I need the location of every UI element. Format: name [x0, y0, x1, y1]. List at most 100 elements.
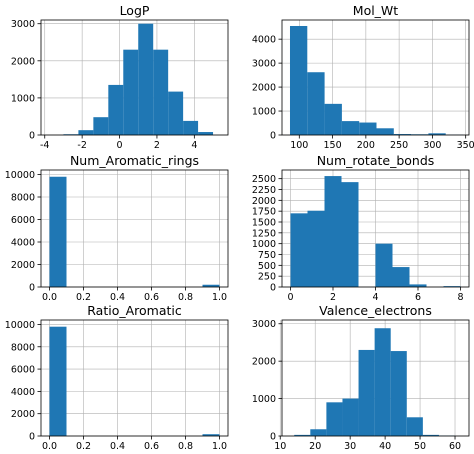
histogram-bar	[202, 284, 220, 287]
panel-title: Ratio_Aromatic	[87, 303, 182, 318]
y-tick-label: 6000	[11, 365, 35, 376]
plot-frame	[281, 19, 470, 136]
y-tick-label: 3000	[11, 19, 35, 30]
y-tick-label: 2250	[252, 185, 276, 196]
histogram-bar	[168, 91, 184, 135]
y-tick-label: 2000	[252, 196, 276, 207]
histogram-bar	[289, 25, 308, 135]
y-tick-label: 0	[29, 131, 35, 142]
histogram-bar	[392, 267, 410, 287]
histogram-bar	[326, 402, 343, 436]
plot-frame	[40, 319, 229, 437]
y-tick-label: 1750	[252, 207, 276, 218]
y-tick-label: 2000	[252, 357, 276, 368]
y-tick-label: 4000	[252, 35, 276, 46]
histogram-bar	[359, 122, 377, 135]
x-tick-label: 50	[414, 441, 426, 452]
histogram-bar	[294, 434, 311, 436]
x-tick-label: 100	[290, 140, 308, 151]
y-tick-label: 500	[258, 261, 276, 272]
histogram-bar	[390, 351, 407, 436]
panel-title: Num_Aromatic_rings	[70, 153, 199, 168]
plot-frame	[40, 19, 229, 136]
x-tick-label: 40	[379, 441, 391, 452]
y-tick-label: 1000	[252, 107, 276, 118]
x-tick-label: 0.4	[110, 292, 125, 303]
histogram-bar	[49, 176, 67, 287]
x-tick-label: 8	[457, 292, 463, 303]
x-tick-label: 150	[324, 140, 342, 151]
y-tick-label: 6000	[11, 215, 35, 226]
y-tick-label: 1000	[252, 394, 276, 405]
y-tick-label: 10000	[5, 170, 35, 181]
x-tick-label: 0.6	[144, 292, 159, 303]
histogram-bar	[153, 49, 169, 136]
histogram-panel-2: 100 150 200 250 300 350 0 1000 2000 3000 4000 Mol_W…	[252, 3, 474, 151]
histogram-bar	[307, 210, 325, 287]
histogram-panel-3: 0.0 0.2 0.4 0.6 0.8 1.0 0 2000 4000 6000 8000 10000…	[5, 153, 229, 303]
histogram-bar	[78, 130, 94, 135]
x-tick-label: 300	[423, 140, 441, 151]
x-tick-label: 0.0	[42, 441, 57, 452]
y-tick-label: 1000	[252, 239, 276, 250]
x-tick-label: 30	[344, 441, 356, 452]
panel-title: LogP	[120, 3, 150, 18]
histogram-panel-1: -4 -2 0 2 4 0 1000 2000 3000 LogP	[11, 3, 229, 151]
x-tick-label: 2	[330, 292, 336, 303]
y-tick-label: 1250	[252, 228, 276, 239]
histogram-panel-4: 0 2 4 6 802505007501000125015001750200022502…	[252, 153, 470, 303]
x-tick-label: 2	[154, 140, 160, 151]
x-tick-label: 350	[457, 140, 474, 151]
y-tick-label: 1000	[11, 93, 35, 104]
histogram-bar	[393, 134, 412, 135]
x-tick-label: 0.4	[110, 441, 125, 452]
y-tick-label: 250	[258, 272, 276, 283]
x-tick-label: 10	[274, 441, 286, 452]
y-tick-label: 2000	[11, 56, 35, 67]
histogram-bar	[406, 417, 423, 436]
y-tick-label: 2000	[11, 260, 35, 271]
histogram-bar	[202, 434, 220, 436]
histogram-bar	[138, 23, 154, 135]
histogram-panel-5: 0.0 0.2 0.4 0.6 0.8 1.0 0 2000 4000 6000 8000 10000…	[5, 303, 229, 452]
y-tick-label: 0	[270, 283, 276, 294]
histogram-bar	[443, 286, 461, 287]
y-tick-label: 0	[29, 432, 35, 443]
x-tick-label: -4	[40, 140, 49, 151]
y-tick-label: 0	[270, 131, 276, 142]
x-tick-label: 200	[357, 140, 375, 151]
x-tick-label: 250	[390, 140, 408, 151]
histogram-bar	[310, 429, 327, 436]
histogram-bar	[49, 326, 67, 436]
histogram-bar	[307, 72, 325, 135]
x-tick-label: 0	[287, 292, 293, 303]
y-tick-label: 3000	[252, 59, 276, 70]
y-tick-label: 0	[270, 432, 276, 443]
x-tick-label: 1.0	[212, 292, 227, 303]
x-tick-label: 0.2	[76, 441, 91, 452]
x-tick-label: 0	[117, 140, 123, 151]
histogram-bar	[108, 84, 124, 135]
histogram-bar	[341, 182, 359, 287]
histogram-bar	[376, 128, 394, 135]
histogram-bar	[428, 133, 446, 135]
histogram-bar	[123, 49, 139, 136]
y-tick-label: 10000	[5, 320, 35, 331]
plot-frame	[40, 169, 229, 288]
panel-title: Mol_Wt	[353, 3, 399, 18]
x-tick-label: 1.0	[212, 441, 227, 452]
histogram-bar	[198, 132, 214, 135]
x-tick-label: -2	[77, 140, 86, 151]
histogram-bar	[342, 398, 359, 436]
histogram-bar	[324, 103, 342, 135]
y-tick-label: 750	[258, 250, 276, 261]
histogram-bar	[290, 213, 308, 287]
histogram-bar	[183, 120, 199, 135]
panel-title: Valence_electrons	[319, 303, 432, 318]
y-tick-label: 2000	[252, 83, 276, 94]
x-tick-label: 0.6	[144, 441, 159, 452]
histogram-bar	[374, 328, 391, 436]
y-tick-label: 4000	[11, 238, 35, 249]
x-tick-label: 6	[415, 292, 421, 303]
x-tick-label: 0.0	[42, 292, 57, 303]
